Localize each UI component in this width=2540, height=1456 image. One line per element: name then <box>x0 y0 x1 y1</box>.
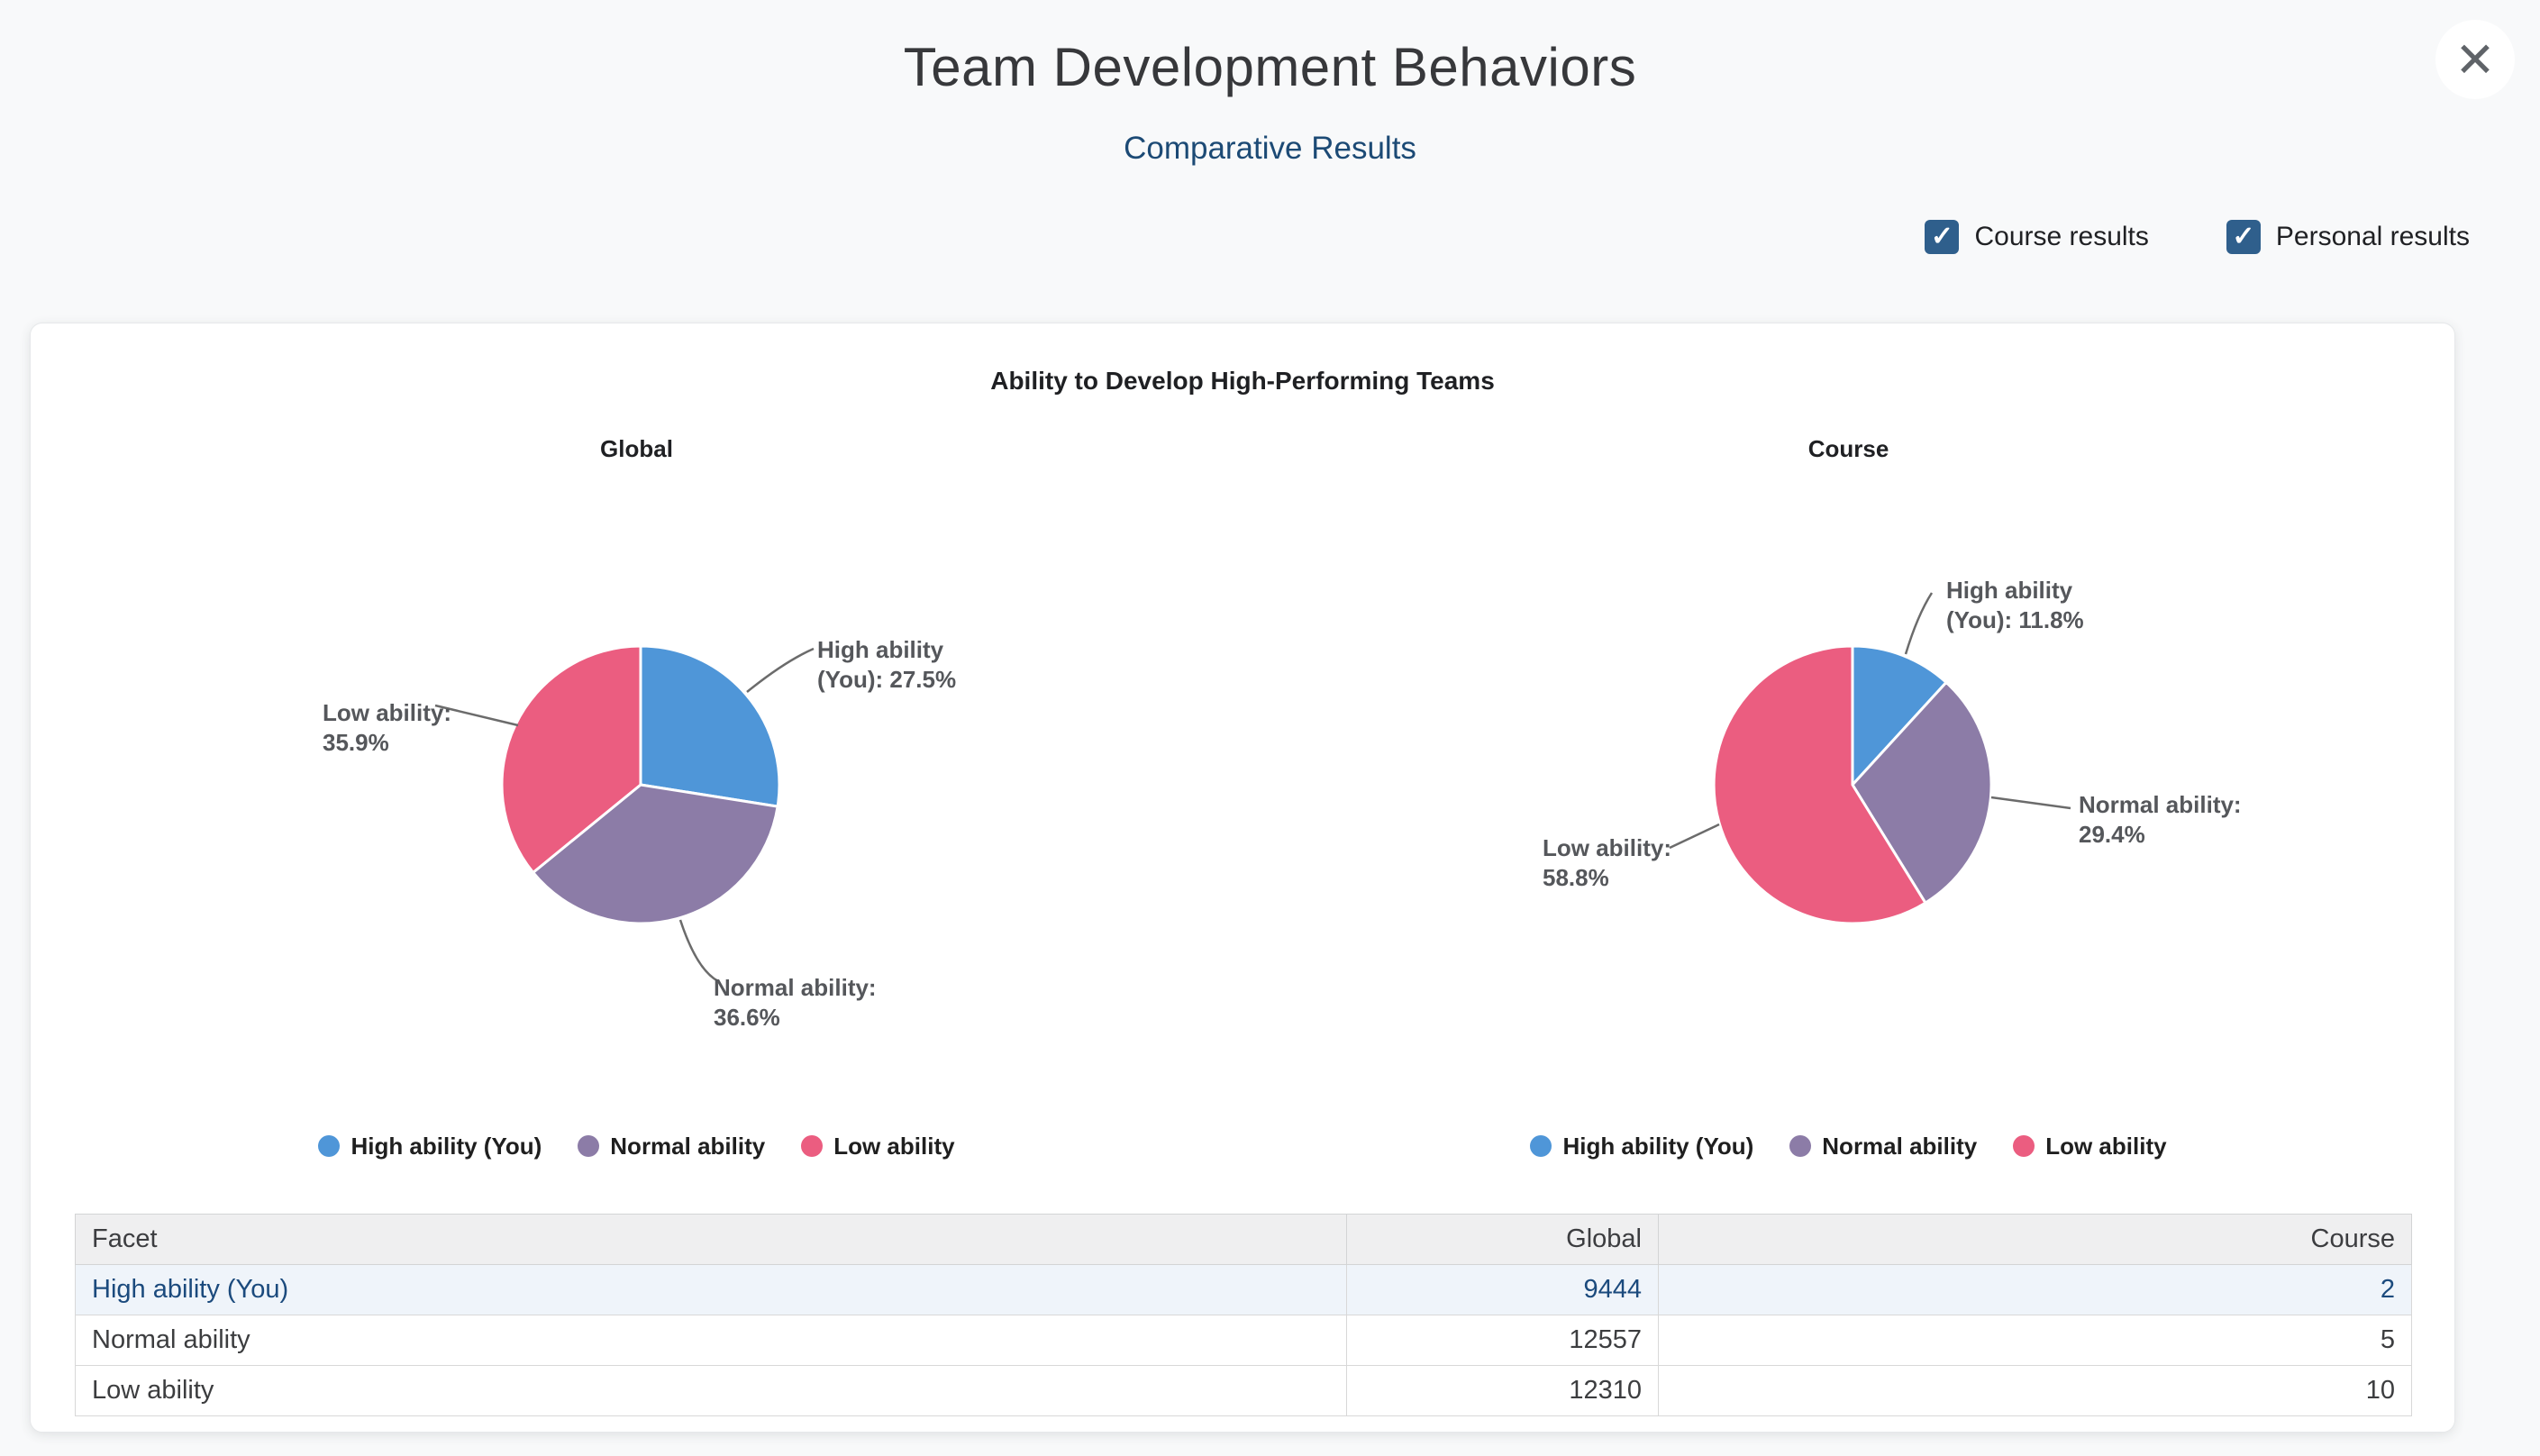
pie-slice-low-ability[interactable] <box>1712 644 1927 925</box>
pie-slice-high-ability-you[interactable] <box>639 644 781 808</box>
global-legend: High ability (You) Normal ability Low ab… <box>31 1133 1243 1160</box>
global-chart-subtitle: Global <box>600 435 673 462</box>
table-header-row: Facet Global Course <box>75 1214 2412 1265</box>
pie-slice-normal-ability[interactable] <box>532 783 779 925</box>
pie-slice-high-ability-you[interactable] <box>1851 644 1948 787</box>
legend-swatch-normal-ability <box>578 1135 600 1157</box>
course-legend: High ability (You) Normal ability Low ab… <box>1243 1133 2454 1160</box>
legend-item-low-ability[interactable]: Low ability <box>801 1133 955 1160</box>
callout-line-high-ability <box>746 647 815 693</box>
callout-line-normal-ability <box>678 919 719 983</box>
checkbox-checked-icon[interactable]: ✓ <box>1925 220 1960 254</box>
global-cell-normal-ability: 12557 <box>1346 1315 1659 1366</box>
page-title: Team Development Behaviors <box>903 37 1637 97</box>
callout-low-ability: Low ability: 58.8% <box>1543 834 1671 891</box>
global-pie-canvas: High ability (You): 27.5% Low ability: 3… <box>31 491 1243 1068</box>
results-card: Ability to Develop High-Performing Teams… <box>30 323 2455 1433</box>
course-cell-high-ability: 2 <box>1658 1264 2412 1315</box>
legend-swatch-high-ability <box>318 1135 341 1157</box>
legend-item-normal-ability[interactable]: Normal ability <box>1789 1133 1977 1160</box>
legend-item-high-ability[interactable]: High ability (You) <box>318 1133 542 1160</box>
table-row-low-ability: Low ability 12310 10 <box>75 1365 2412 1416</box>
charts-row: Global High ability (You): 27.5% Low abi… <box>31 419 2454 1160</box>
course-chart: Course High ability (You): 11.8% Normal … <box>1243 419 2454 1160</box>
course-pie-canvas: High ability (You): 11.8% Normal ability… <box>1243 491 2454 1068</box>
results-filter-row: ✓ Course results ✓ Personal results <box>1925 220 2470 254</box>
column-header-facet: Facet <box>75 1214 1347 1265</box>
callout-line-low-ability <box>1669 823 1720 850</box>
global-pie-svg <box>434 644 815 983</box>
callout-line-low-ability <box>434 704 519 727</box>
callout-low-ability: Low ability: 35.9% <box>323 699 451 756</box>
callout-line-normal-ability <box>1990 796 2071 810</box>
facet-cell-high-ability[interactable]: High ability (You) <box>75 1264 1347 1315</box>
column-header-global: Global <box>1346 1214 1659 1265</box>
callout-normal-ability: Normal ability: 29.4% <box>2079 791 2242 848</box>
course-results-checkbox[interactable]: ✓ Course results <box>1925 220 2149 254</box>
close-button[interactable]: ✕ <box>2435 20 2515 99</box>
legend-swatch-low-ability <box>801 1135 824 1157</box>
legend-swatch-low-ability <box>2013 1135 2035 1157</box>
table-row-high-ability: High ability (You) 9444 2 <box>75 1264 2412 1315</box>
facet-cell-low-ability: Low ability <box>75 1365 1347 1416</box>
close-icon: ✕ <box>2454 32 2496 87</box>
course-chart-subtitle: Course <box>1807 435 1889 462</box>
course-cell-normal-ability: 5 <box>1658 1315 2412 1366</box>
legend-item-low-ability[interactable]: Low ability <box>2013 1133 2167 1160</box>
legend-item-high-ability[interactable]: High ability (You) <box>1530 1133 1753 1160</box>
column-header-course: Course <box>1658 1214 2412 1265</box>
global-cell-high-ability: 9444 <box>1346 1264 1659 1315</box>
legend-item-normal-ability[interactable]: Normal ability <box>578 1133 765 1160</box>
checkmark-icon: ✓ <box>1930 222 1954 251</box>
course-pie-svg <box>1669 592 2071 925</box>
checkbox-checked-icon[interactable]: ✓ <box>2226 220 2261 254</box>
pie-slice-normal-ability[interactable] <box>1851 680 1993 905</box>
callout-high-ability: High ability (You): 11.8% <box>1946 577 2084 633</box>
table-row-normal-ability: Normal ability 12557 5 <box>75 1315 2412 1366</box>
callout-normal-ability: Normal ability: 36.6% <box>714 974 877 1031</box>
page-subtitle: Comparative Results <box>1124 131 1416 166</box>
legend-swatch-normal-ability <box>1789 1135 1812 1157</box>
personal-results-checkbox[interactable]: ✓ Personal results <box>2226 220 2470 254</box>
checkmark-icon: ✓ <box>2232 222 2255 251</box>
modal-header: Team Development Behaviors Comparative R… <box>0 0 2540 323</box>
global-cell-low-ability: 12310 <box>1346 1365 1659 1416</box>
callout-line-high-ability <box>1904 592 1934 655</box>
chart-section-title: Ability to Develop High-Performing Teams <box>990 367 1495 395</box>
legend-swatch-high-ability <box>1530 1135 1552 1157</box>
facet-cell-normal-ability: Normal ability <box>75 1315 1347 1366</box>
callout-high-ability: High ability (You): 27.5% <box>817 636 957 693</box>
course-cell-low-ability: 10 <box>1658 1365 2412 1416</box>
facet-results-table: Facet Global Course High ability (You) 9… <box>75 1214 2412 1416</box>
personal-results-label: Personal results <box>2275 222 2470 251</box>
global-chart: Global High ability (You): 27.5% Low abi… <box>31 419 1243 1160</box>
course-results-label: Course results <box>1974 222 2149 251</box>
